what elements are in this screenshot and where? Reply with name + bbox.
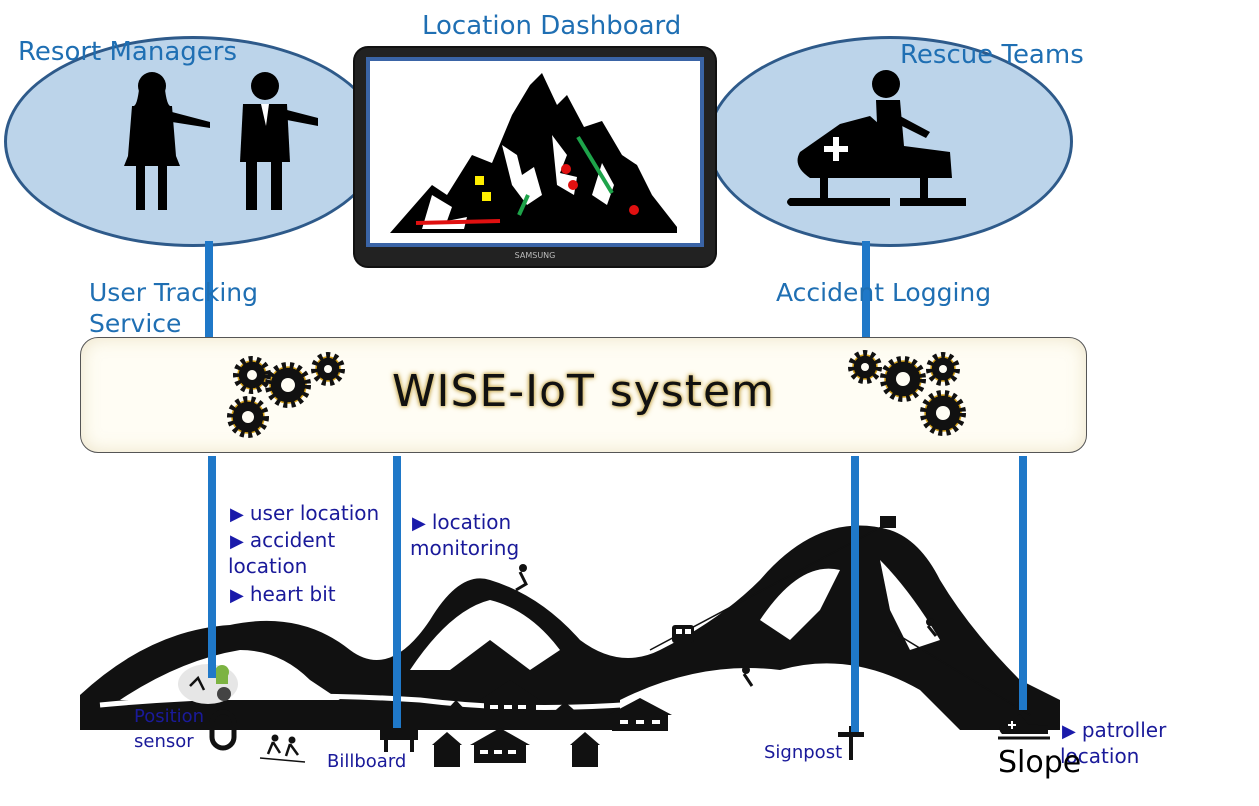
gears-left-icon: [227, 352, 345, 438]
arrow-right-icon: ▶: [412, 513, 426, 534]
position-sensor-label-line2: sensor: [134, 731, 194, 752]
ski-mountain-landscape: [80, 516, 1060, 790]
signpost-icon: [838, 726, 864, 760]
wise-iot-system-box: WISE-IoT system: [80, 337, 1087, 453]
rescue-connector: [862, 241, 870, 337]
dashboard-tablet: SAMSUNG: [353, 46, 717, 268]
flow-accident-location: location: [228, 554, 308, 578]
position-sensor-devices-icon: [178, 664, 238, 751]
flow-patroller-location-line1: ▶ patroller: [1062, 718, 1167, 742]
user-tracking-label-line1: User Tracking: [89, 278, 259, 307]
flow-location-monitoring-line1: ▶ location: [412, 510, 512, 534]
slope-label: Slope: [998, 745, 1082, 780]
signpost-connector: [851, 456, 859, 732]
gears-right-icon: [848, 350, 966, 436]
location-dashboard-label: Location Dashboard: [422, 11, 682, 41]
arrow-right-icon: ▶: [230, 531, 244, 552]
arrow-right-icon: ▶: [230, 585, 244, 606]
flow-accident: ▶ accident: [230, 528, 336, 552]
arrow-right-icon: ▶: [1062, 721, 1076, 742]
billboard-label: Billboard: [327, 751, 407, 772]
flow-patroller-location-line2: location: [1060, 744, 1140, 768]
signpost-label: Signpost: [764, 742, 843, 763]
resort-managers-label: Resort Managers: [18, 37, 238, 67]
managers-people-icon: [124, 72, 318, 210]
arrow-right-icon: ▶: [230, 504, 244, 525]
user-tracking-label-line2: Service: [89, 309, 182, 338]
position-sensor-label-line1: Position: [134, 706, 205, 727]
snowmobile-rescue-icon: [787, 70, 966, 206]
patroller-connector: [1019, 456, 1027, 710]
resort-managers-ellipse: [4, 36, 382, 247]
accident-logging-label: Accident Logging: [776, 278, 992, 307]
tablet-brand: SAMSUNG: [515, 251, 556, 260]
rescue-teams-label: Rescue Teams: [900, 40, 1084, 70]
sensor-connector: [208, 456, 216, 678]
wise-iot-system-title: WISE-IoT system: [392, 366, 775, 417]
flow-user-location: ▶ user location: [230, 501, 380, 525]
managers-connector: [205, 241, 213, 337]
flow-heart-bit: ▶ heart bit: [230, 582, 336, 606]
billboard-icon: [380, 724, 418, 752]
flow-location-monitoring-line2: monitoring: [410, 536, 520, 560]
billboard-connector: [393, 456, 401, 728]
